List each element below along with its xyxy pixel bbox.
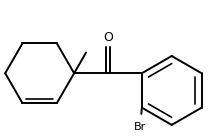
Text: O: O bbox=[103, 31, 113, 44]
Text: Br: Br bbox=[134, 122, 147, 132]
